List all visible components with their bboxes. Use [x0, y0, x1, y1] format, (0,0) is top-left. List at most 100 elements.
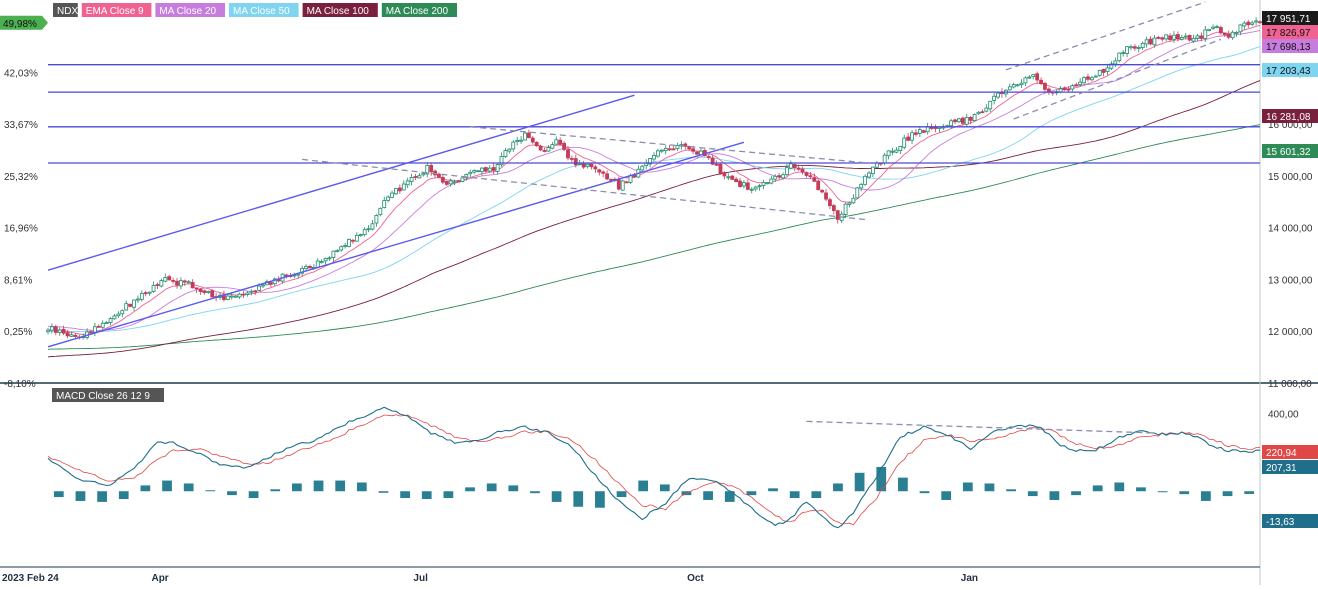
- candle-body: [284, 274, 289, 277]
- candle-body: [1156, 36, 1161, 39]
- candle-body: [538, 145, 543, 151]
- candle-body: [347, 239, 351, 247]
- candle-body: [374, 215, 379, 224]
- macd-signal-line: [47, 414, 1260, 526]
- candle-body: [394, 188, 398, 195]
- candle-body: [241, 293, 246, 296]
- candle-body: [261, 284, 265, 287]
- candle-body: [996, 92, 1000, 98]
- candle-body: [530, 137, 535, 143]
- candle-body: [773, 175, 778, 180]
- candle-body: [1125, 46, 1129, 54]
- price-tick-label: 16 000,00: [1268, 120, 1313, 131]
- candle-body: [667, 148, 672, 151]
- candle-body: [957, 118, 961, 123]
- candle-body: [198, 288, 203, 292]
- price-tick-label: 14 000,00: [1268, 224, 1313, 235]
- percent-tick-label: 0,25%: [4, 327, 32, 338]
- candle-body: [124, 303, 129, 311]
- candle-body: [1109, 63, 1114, 69]
- candle-body: [401, 183, 406, 191]
- macd-histogram-bar: [53, 491, 64, 498]
- candle-body: [1172, 34, 1176, 40]
- candle-body: [1164, 34, 1169, 40]
- candle-body: [609, 178, 613, 181]
- macd-histogram-bar: [595, 491, 605, 508]
- candle-body: [1199, 35, 1204, 39]
- candle-body: [808, 175, 813, 178]
- candle-body: [460, 177, 465, 182]
- time-axis-label: Oct: [687, 573, 704, 584]
- candle-body: [656, 150, 660, 157]
- candle-body: [1258, 21, 1262, 24]
- last-value-label: 17 826,97: [1266, 28, 1311, 39]
- candle-body: [429, 164, 434, 173]
- candle-body: [1254, 20, 1258, 23]
- candle-body: [210, 290, 215, 298]
- legend-label: MA Close 200: [386, 6, 449, 17]
- macd-histogram-bar: [292, 483, 302, 492]
- macd-histogram-bar: [183, 483, 194, 492]
- candle-body: [1015, 84, 1020, 87]
- candle-body: [1179, 36, 1184, 40]
- candle-body: [777, 175, 782, 178]
- macd-histogram-bar: [681, 491, 692, 496]
- candle-body: [1101, 69, 1106, 73]
- candle-body: [323, 257, 328, 262]
- macd-histogram-bar: [335, 480, 346, 492]
- candle-body: [1031, 74, 1036, 77]
- candle-body: [515, 139, 520, 142]
- candle-body: [1242, 22, 1247, 27]
- macd-histogram-bar: [378, 491, 389, 493]
- last-value-label: 16 281,08: [1266, 112, 1311, 123]
- ma50-line: [47, 46, 1261, 333]
- candle-body: [128, 303, 133, 307]
- legend-chip: [53, 3, 78, 17]
- candle-body: [386, 196, 391, 201]
- candle-body: [1011, 84, 1016, 88]
- candle-body: [988, 100, 993, 110]
- dashed-downtrend-upper: [470, 126, 870, 164]
- candle-body: [327, 257, 332, 260]
- candle-body: [319, 261, 324, 263]
- candle-body: [1207, 28, 1212, 31]
- candle-body: [581, 163, 586, 168]
- macd-value-label: 220,94: [1266, 448, 1297, 459]
- price-tick-label: 13 000,00: [1268, 275, 1313, 286]
- candle-body: [1117, 52, 1122, 62]
- candle-body: [358, 234, 363, 237]
- candle-body: [851, 197, 856, 204]
- candle-body: [296, 273, 301, 276]
- macd-histogram-bar: [227, 491, 237, 496]
- upper-trendline: [47, 94, 635, 271]
- candle-body: [800, 168, 805, 173]
- candle-body: [691, 148, 695, 152]
- macd-histogram-bar: [313, 480, 324, 492]
- legend-label: MA Close 20: [159, 6, 216, 17]
- candle-body: [1195, 35, 1200, 39]
- candle-body: [378, 207, 383, 216]
- macd-histogram-bar: [659, 484, 670, 492]
- candle-body: [304, 266, 308, 269]
- macd-value-box: [1262, 514, 1318, 528]
- macd-histogram-bar: [1136, 487, 1146, 492]
- candle-body: [663, 148, 668, 151]
- candle-body: [1043, 82, 1047, 90]
- candle-body: [151, 285, 156, 293]
- candle-body: [308, 265, 312, 269]
- candle-body: [573, 158, 578, 166]
- candle-body: [143, 292, 148, 295]
- candle-body: [804, 172, 809, 176]
- candle-body: [390, 192, 394, 198]
- price-tick-label: 15 000,00: [1268, 172, 1313, 183]
- candle-body: [519, 139, 523, 142]
- candle-body: [824, 192, 828, 200]
- candle-body: [706, 156, 711, 158]
- candle-body: [593, 166, 598, 170]
- ma20-line: [48, 30, 1261, 331]
- candle-body: [237, 293, 242, 298]
- candle-body: [917, 129, 922, 134]
- candle-body: [871, 166, 875, 175]
- macd-value-box: [1262, 460, 1318, 474]
- candle-body: [511, 141, 516, 150]
